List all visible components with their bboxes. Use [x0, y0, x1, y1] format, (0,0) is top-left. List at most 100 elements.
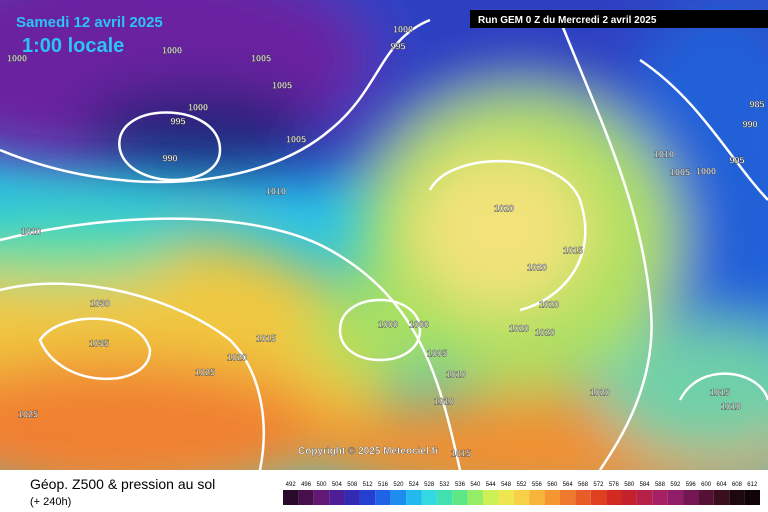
isobar-label: 1010 [721, 401, 741, 411]
scale-swatch [744, 490, 760, 505]
isobar-label: 1005 [427, 348, 447, 358]
isobar-label: 1005 [272, 80, 292, 90]
isobar-label: 995 [390, 41, 405, 51]
run-box [470, 10, 768, 28]
scale-label: 500 [316, 482, 327, 488]
scale-swatch [590, 490, 607, 505]
isobar-label: 1020 [535, 327, 555, 337]
isobar-label: 1020 [527, 262, 547, 272]
scale-swatch [298, 490, 314, 505]
scale-swatch [452, 490, 468, 505]
scale-swatch [483, 490, 499, 505]
scale-swatch [575, 490, 591, 505]
scale-swatch [436, 490, 453, 505]
scale-label: 572 [593, 482, 604, 488]
scale-label: 496 [301, 482, 312, 488]
scale-swatch [652, 490, 668, 505]
isobar-label: 1010 [266, 186, 286, 196]
scale-label: 600 [701, 482, 712, 488]
scale-label: 540 [470, 482, 481, 488]
copyright: Copyright © 2025 Meteociel.fr [298, 446, 439, 457]
isobar-label: 1010 [446, 369, 466, 379]
isobar-label: 1000 [409, 319, 429, 329]
isobar-label: 1000 [188, 102, 208, 112]
scale-swatch [421, 490, 437, 505]
isobar-label: 990 [162, 153, 177, 163]
isobar-label: 1005 [286, 134, 306, 144]
scale-swatch [359, 490, 376, 505]
scale-swatch [683, 490, 699, 505]
scale-swatch [467, 490, 484, 505]
isobar-label: 1000 [393, 24, 413, 34]
scale-swatch [636, 490, 653, 505]
legend-subtitle: (+ 240h) [30, 496, 71, 508]
scale-label: 604 [717, 482, 728, 488]
scale-swatch [283, 490, 299, 505]
scale-swatch [313, 490, 330, 505]
scale-swatch [513, 490, 530, 505]
scale-label: 568 [578, 482, 589, 488]
scale-label: 504 [332, 482, 343, 488]
isobar-label: 1020 [590, 387, 610, 397]
isobar-label: 1035 [89, 338, 109, 348]
legend-title: Géop. Z500 & pression au sol [30, 476, 215, 492]
isobar-label: 1020 [227, 352, 247, 362]
scale-label: 532 [440, 482, 451, 488]
scale-swatch [498, 490, 514, 505]
scale-label: 564 [563, 482, 574, 488]
isobar-label: 1015 [256, 333, 276, 343]
isobar-label: 1020 [509, 323, 529, 333]
scale-label: 612 [747, 482, 758, 488]
scale-swatch [621, 490, 637, 505]
isobar-label: 1010 [21, 226, 41, 236]
run-info: Run GEM 0 Z du Mercredi 2 avril 2025 [478, 15, 657, 26]
scale-swatch [329, 490, 345, 505]
isobar-label: 1015 [563, 245, 583, 255]
isobar-label: 1015 [710, 387, 730, 397]
isobar-label: 1020 [494, 203, 514, 213]
scale-label: 524 [409, 482, 420, 488]
isobar-label: 1005 [670, 167, 690, 177]
scale-swatch [667, 490, 684, 505]
scale-label: 508 [347, 482, 358, 488]
scale-label: 520 [393, 482, 404, 488]
isobar-label: 1010 [434, 396, 454, 406]
scale-label: 528 [424, 482, 435, 488]
forecast-time: 1:00 locale [22, 35, 124, 57]
scale-swatch [544, 490, 560, 505]
isobar-label: 995 [170, 116, 185, 126]
scale-swatch [529, 490, 545, 505]
isobar-label: 1020 [539, 299, 559, 309]
scale-label: 552 [516, 482, 527, 488]
scale-swatch [390, 490, 407, 505]
isobar-label: 1025 [195, 367, 215, 377]
isobar-label: 1005 [251, 53, 271, 63]
isobar-label: 1010 [654, 149, 674, 159]
scale-label: 548 [501, 482, 512, 488]
scale-label: 580 [624, 482, 635, 488]
isobar-label: 1000 [162, 45, 182, 55]
isobar-label: 1015 [451, 448, 471, 458]
scale-label: 588 [655, 482, 666, 488]
isobars [0, 18, 768, 470]
isobar-label: 1025 [18, 409, 38, 419]
scale-swatch [713, 490, 730, 505]
scale-swatch [344, 490, 360, 505]
scale-swatch [729, 490, 745, 505]
scale-swatch [698, 490, 714, 505]
isobar-label: 1000 [378, 319, 398, 329]
forecast-date: Samedi 12 avril 2025 [16, 14, 163, 31]
scale-label: 592 [670, 482, 681, 488]
scale-label: 492 [286, 482, 297, 488]
scale-swatch [559, 490, 576, 505]
scale-label: 560 [547, 482, 558, 488]
isobar-label: 995 [729, 155, 744, 165]
scale-label: 576 [609, 482, 620, 488]
isobar-label: 1030 [90, 298, 110, 308]
scale-label: 544 [486, 482, 497, 488]
scale-label: 608 [732, 482, 743, 488]
color-scale: 492 496 500 504 508 512 516 520 524 528 532 536 540 5… [283, 482, 760, 505]
